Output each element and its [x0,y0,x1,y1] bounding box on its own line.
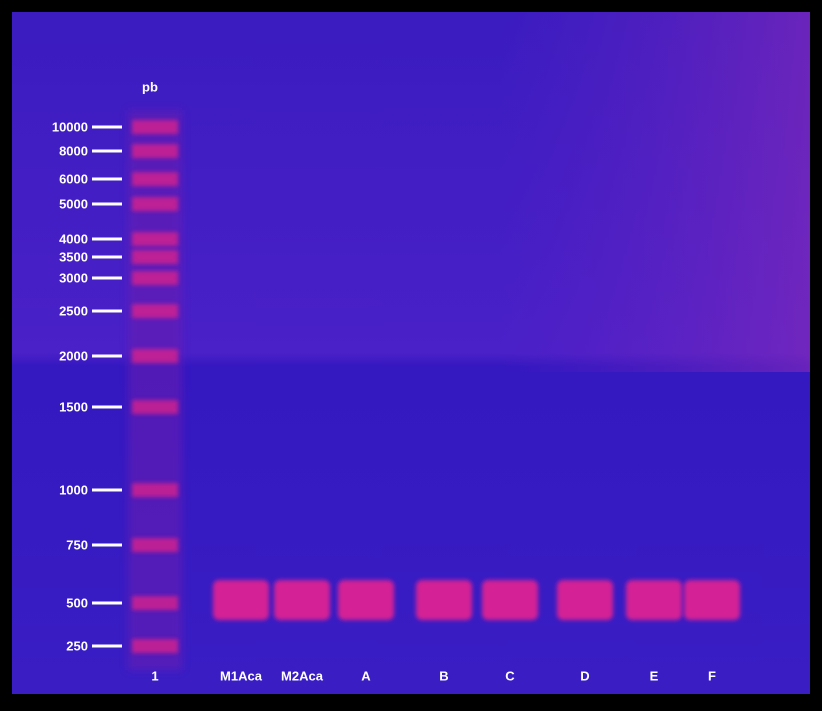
marker-group: 10000 8000 6000 5000 4000 3500 3000 2500 2000 150… [52,119,178,653]
ladder-band [132,483,178,497]
ladder-band [132,400,178,414]
lane-label: 1 [151,668,158,683]
lane-label: C [505,668,515,683]
marker-label: 1500 [59,399,88,414]
header-title: pb [142,79,158,94]
ladder-band [132,120,178,134]
dna-band [626,580,682,620]
ladder-band [132,271,178,285]
marker-label: 6000 [59,171,88,186]
lane-label: E [650,668,659,683]
ladder-band [132,304,178,318]
marker-label: 10000 [52,119,88,134]
ladder-band [132,639,178,653]
marker-label: 250 [66,638,88,653]
lane-label: F [708,668,716,683]
marker-label: 3500 [59,249,88,264]
dna-band [274,580,330,620]
dna-band [416,580,472,620]
marker-label: 3000 [59,270,88,285]
gel-shading [500,12,810,372]
marker-label: 4000 [59,231,88,246]
dna-band [557,580,613,620]
dna-band [338,580,394,620]
ladder-band [132,197,178,211]
marker-label: 5000 [59,196,88,211]
lane-label: M1Aca [220,668,263,683]
ladder-band [132,172,178,186]
ladder-band [132,596,178,610]
ladder-band [132,250,178,264]
dna-band [482,580,538,620]
marker-label: 2500 [59,303,88,318]
lane-label: A [361,668,371,683]
ladder-lane [128,110,182,670]
lane-label: D [580,668,589,683]
marker-label: 1000 [59,482,88,497]
dna-band [213,580,269,620]
lane-label: M2Aca [281,668,324,683]
marker-label: 750 [66,537,88,552]
ladder-band [132,144,178,158]
marker-label: 500 [66,595,88,610]
marker-label: 8000 [59,143,88,158]
lane-label: B [439,668,448,683]
lane-group: 1 M1Aca M2Aca A B C D E F [151,580,740,683]
ladder-band [132,232,178,246]
marker-label: 2000 [59,348,88,363]
ladder-band [132,349,178,363]
ladder-band [132,538,178,552]
dna-band [684,580,740,620]
